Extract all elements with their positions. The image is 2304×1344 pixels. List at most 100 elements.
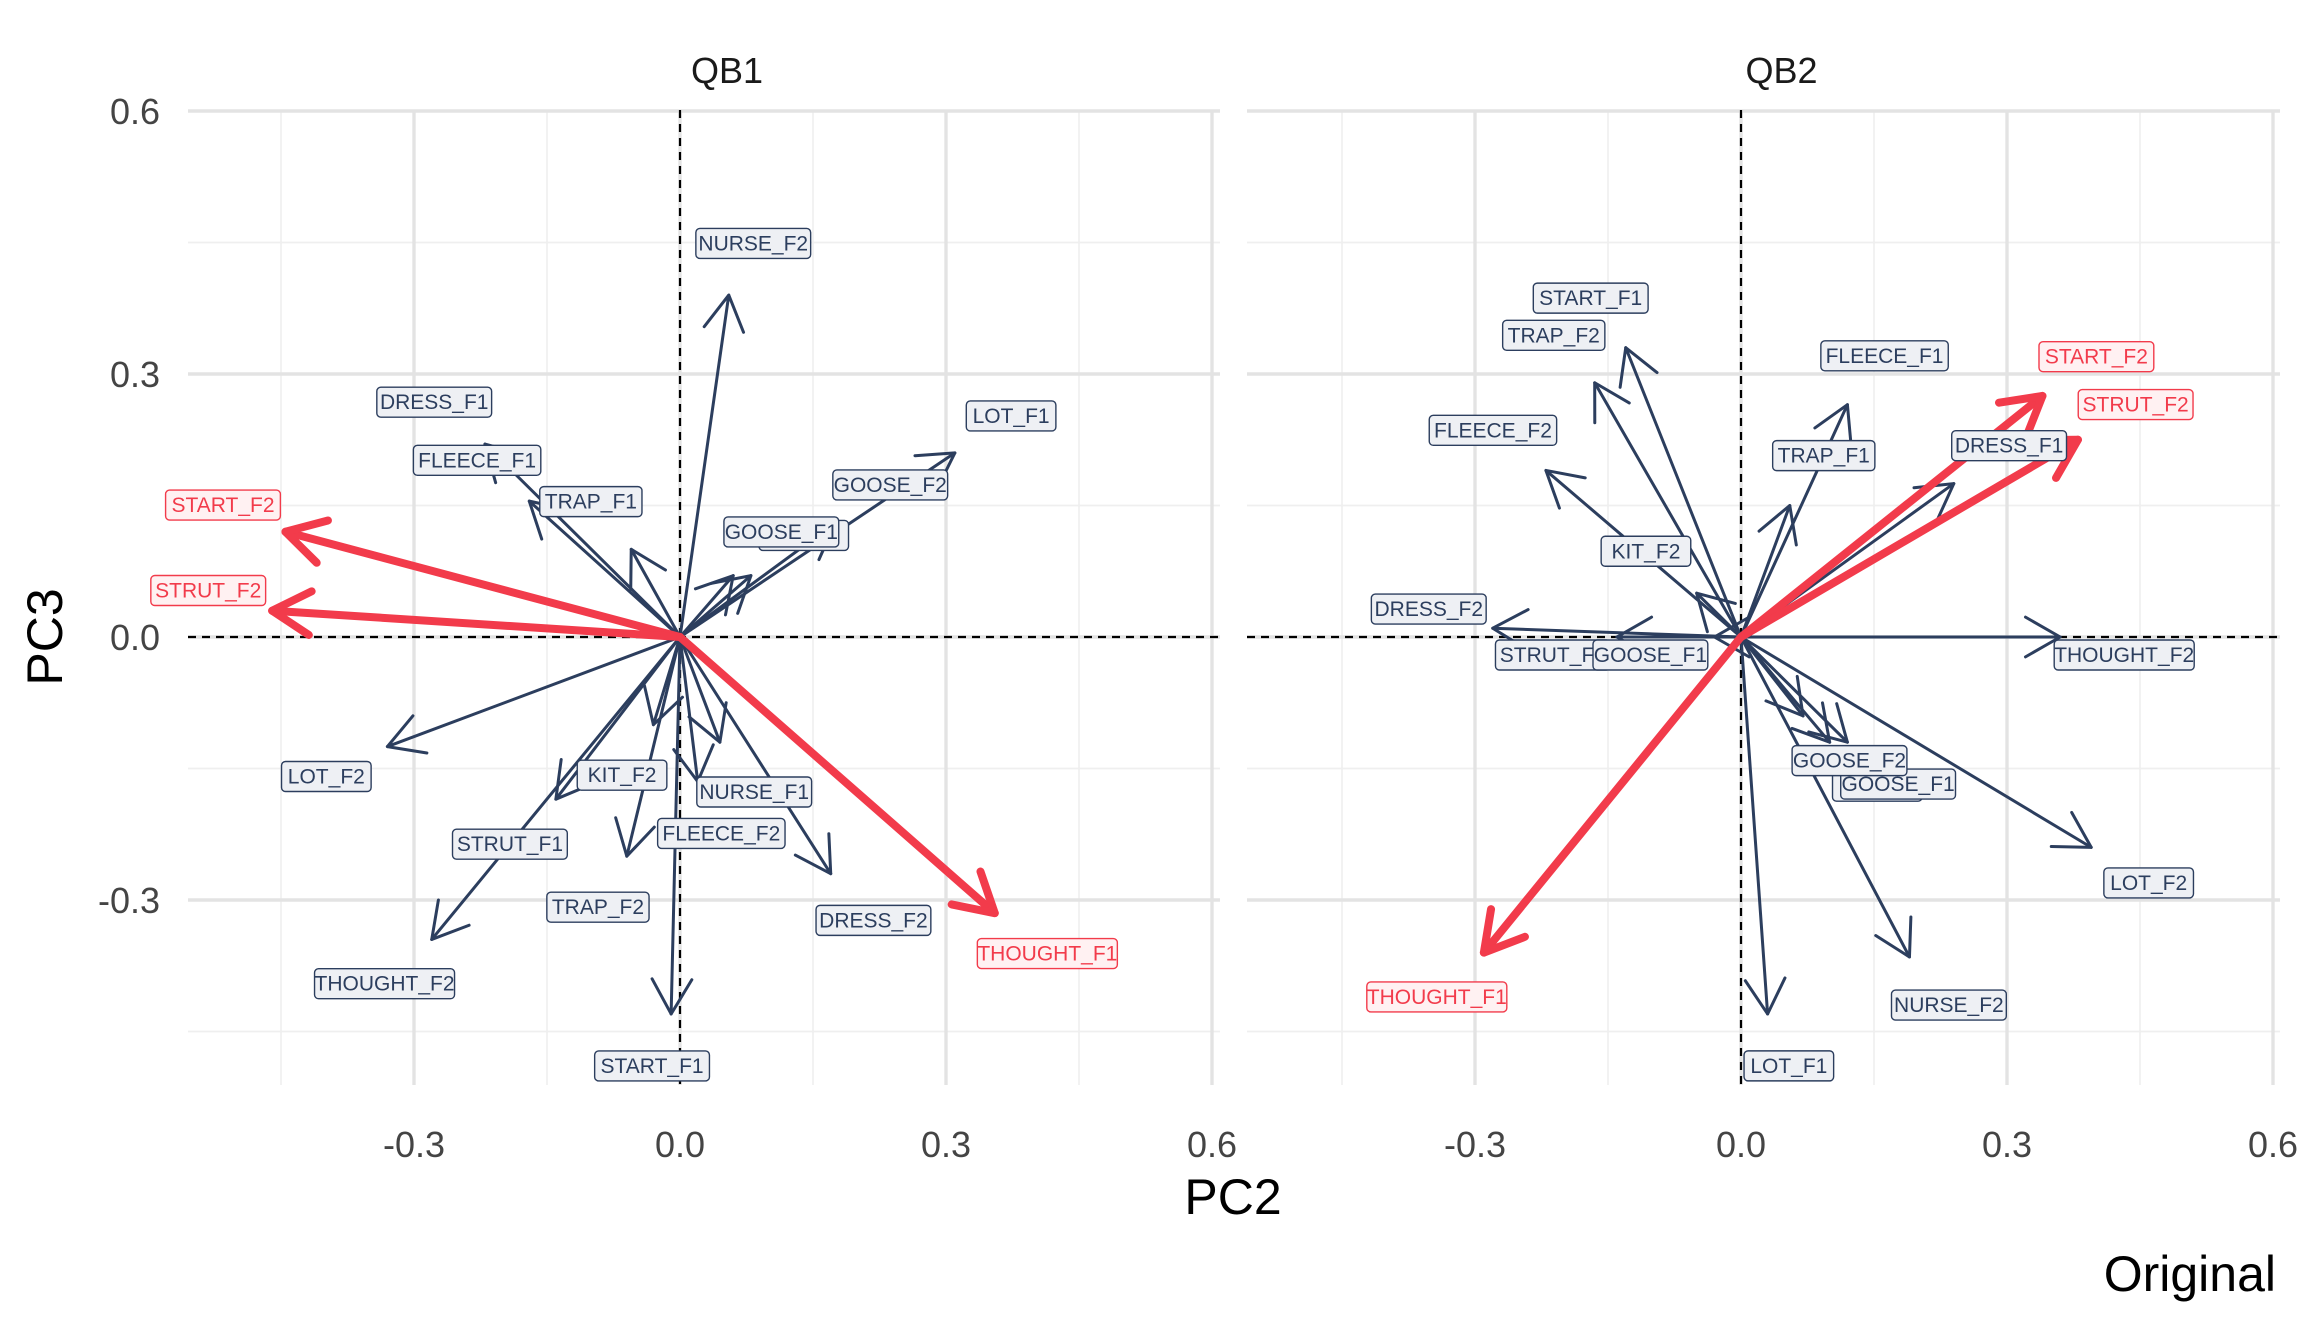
arrow-label-text: TRAP_F2 xyxy=(552,896,644,919)
arrow-label-text: FLEECE_F1 xyxy=(418,449,536,472)
arrow-label: TRAP_F2 xyxy=(1501,319,1606,351)
arrow-label: FLEECE_F2 xyxy=(1428,414,1558,447)
arrow-label: THOUGHT_F2 xyxy=(2053,639,2195,671)
arrow-label-box xyxy=(1890,989,2007,1021)
arrow-strut-f2 xyxy=(268,587,684,641)
arrow-label-box xyxy=(412,444,542,477)
arrow-label: STRUT_F1 xyxy=(451,828,569,860)
arrow-label-text: GOOSE_F2 xyxy=(834,474,947,497)
arrow-label-box xyxy=(965,400,1057,432)
arrow-label: KIT_F2 xyxy=(1600,535,1692,567)
arrow-label-text: FLEECE_F2 xyxy=(662,822,780,845)
arrow-thought-f2 xyxy=(1739,615,2062,659)
arrow-head xyxy=(281,516,332,567)
arrow-label-text: TRAP_F1 xyxy=(545,491,637,514)
arrow-label: NURSE_F2 xyxy=(1890,989,2007,1021)
arrow-label: DRESS_F1 xyxy=(376,386,493,418)
arrow-label-text: STRUT_F2 xyxy=(155,580,261,603)
arrow-trap-f2 xyxy=(614,635,682,858)
arrow-thought-f2 xyxy=(430,635,682,941)
arrow-shaft xyxy=(527,499,682,639)
arrow-label-text: TRAP_F1 xyxy=(1778,445,1870,468)
panel-qb1: QB1 -0.3 0.0 0.3 0.6 0.6 0.3 0.0 -0.3 NURSE_F2 DRE… xyxy=(98,50,1237,1165)
arrow-label: STRUT_F2 xyxy=(2077,388,2194,421)
arrow-label-box xyxy=(656,817,786,850)
arrow-head xyxy=(1807,702,1849,744)
arrow-trap-f2 xyxy=(1593,381,1743,639)
arrow-head xyxy=(629,547,667,591)
arrow-label-text: DRESS_F1 xyxy=(1955,435,2064,458)
arrow-head xyxy=(1593,381,1631,425)
arrow-label-box xyxy=(815,904,932,937)
arrow-head xyxy=(793,832,833,876)
panel-title: QB1 xyxy=(691,50,763,91)
arrow-label: THOUGHT_F1 xyxy=(976,937,1119,970)
arrow-label-box xyxy=(1820,340,1949,372)
arrow-head xyxy=(1544,468,1587,510)
x-tick-label: -0.3 xyxy=(1444,1124,1506,1165)
arrow-label: DRESS_F1 xyxy=(1951,429,2068,462)
arrow-labels: NURSE_F2 DRESS_F1 FLEECE_F1 LOT_F1 GOOSE_F2 T… xyxy=(150,227,1119,1082)
arrow-label-box xyxy=(1771,439,1876,472)
arrow-label: TRAP_F2 xyxy=(546,891,650,923)
arrow-label: FLEECE_F1 xyxy=(412,444,542,477)
arrow-label-text: THOUGHT_F2 xyxy=(315,973,455,996)
arrow-label-text: DRESS_F1 xyxy=(380,391,489,414)
arrow-label-text: START_F2 xyxy=(2045,346,2148,369)
arrow-shaft xyxy=(678,574,735,639)
arrow-label-text: START_F1 xyxy=(1539,287,1642,310)
arrow-label: LOT_F1 xyxy=(1743,1050,1835,1082)
arrow-label-box xyxy=(723,516,840,548)
arrow-goose-f1 xyxy=(1739,635,1849,744)
arrow-label-text: STRUT_F1 xyxy=(457,833,563,856)
arrow-label-text: KIT_F2 xyxy=(1612,540,1681,563)
arrow-shaft xyxy=(1739,635,1770,1016)
arrow-lot-f2 xyxy=(1739,635,2093,849)
arrow-head xyxy=(947,867,999,918)
arrow-label: GOOSE_F1 xyxy=(1840,768,1957,800)
arrow-label-box xyxy=(2103,867,2195,899)
arrow-label-text: TRAP_F2 xyxy=(1508,324,1600,347)
x-axis-title: PC2 xyxy=(1184,1169,1281,1225)
arrow-label-box xyxy=(280,760,372,793)
arrow-label-text: THOUGHT_F2 xyxy=(2054,644,2194,667)
arrow-shaft xyxy=(268,606,684,641)
arrow-label-box xyxy=(1501,319,1606,351)
arrow-label: THOUGHT_F2 xyxy=(313,968,456,1000)
arrow-label-text: STRUT_F2 xyxy=(2083,394,2189,417)
y-tick-label: 0.0 xyxy=(110,617,160,658)
arrow-label: KIT_F2 xyxy=(576,759,668,791)
arrow-shaft xyxy=(678,574,753,639)
y-tick-label: -0.3 xyxy=(98,880,160,921)
arrow-label-box xyxy=(2077,388,2194,421)
arrow-label-text: GOOSE_F2 xyxy=(1793,750,1906,773)
arrow-head xyxy=(1743,976,1787,1016)
arrow-goose-f1 xyxy=(678,574,735,639)
arrow-label-box xyxy=(1592,639,1709,671)
arrow-head xyxy=(268,587,316,639)
arrow-label: GOOSE_F2 xyxy=(832,469,949,501)
arrow-label-text: STRUT_F1 xyxy=(1500,644,1606,667)
arrow-head xyxy=(1695,591,1737,634)
arrow-label: LOT_F2 xyxy=(280,760,372,793)
arrow-label: NURSE_F1 xyxy=(696,776,813,808)
arrow-label-text: LOT_F2 xyxy=(288,766,365,789)
x-tick-label: 0.0 xyxy=(1716,1124,1766,1165)
arrow-head xyxy=(710,574,753,615)
arrow-lot-f1 xyxy=(1739,635,1787,1016)
arrow-head xyxy=(614,816,656,858)
arrow-head xyxy=(650,977,694,1016)
x-tick-label: 0.6 xyxy=(1187,1124,1237,1165)
arrow-thought-f1 xyxy=(1479,633,1745,957)
arrow-label-text: THOUGHT_F1 xyxy=(977,943,1117,966)
arrow-label: GOOSE_F1 xyxy=(723,516,840,548)
arrow-label-box xyxy=(1743,1050,1835,1082)
arrow-shaft xyxy=(281,527,684,641)
arrow-kit-f1 xyxy=(678,574,753,639)
arrow-label-text: LOT_F2 xyxy=(2110,872,2187,895)
arrow-lot-f2 xyxy=(385,635,682,755)
arrow-label-box xyxy=(1428,414,1558,447)
arrow-label-text: GOOSE_F1 xyxy=(1842,773,1955,796)
arrow-label-box xyxy=(451,828,569,860)
